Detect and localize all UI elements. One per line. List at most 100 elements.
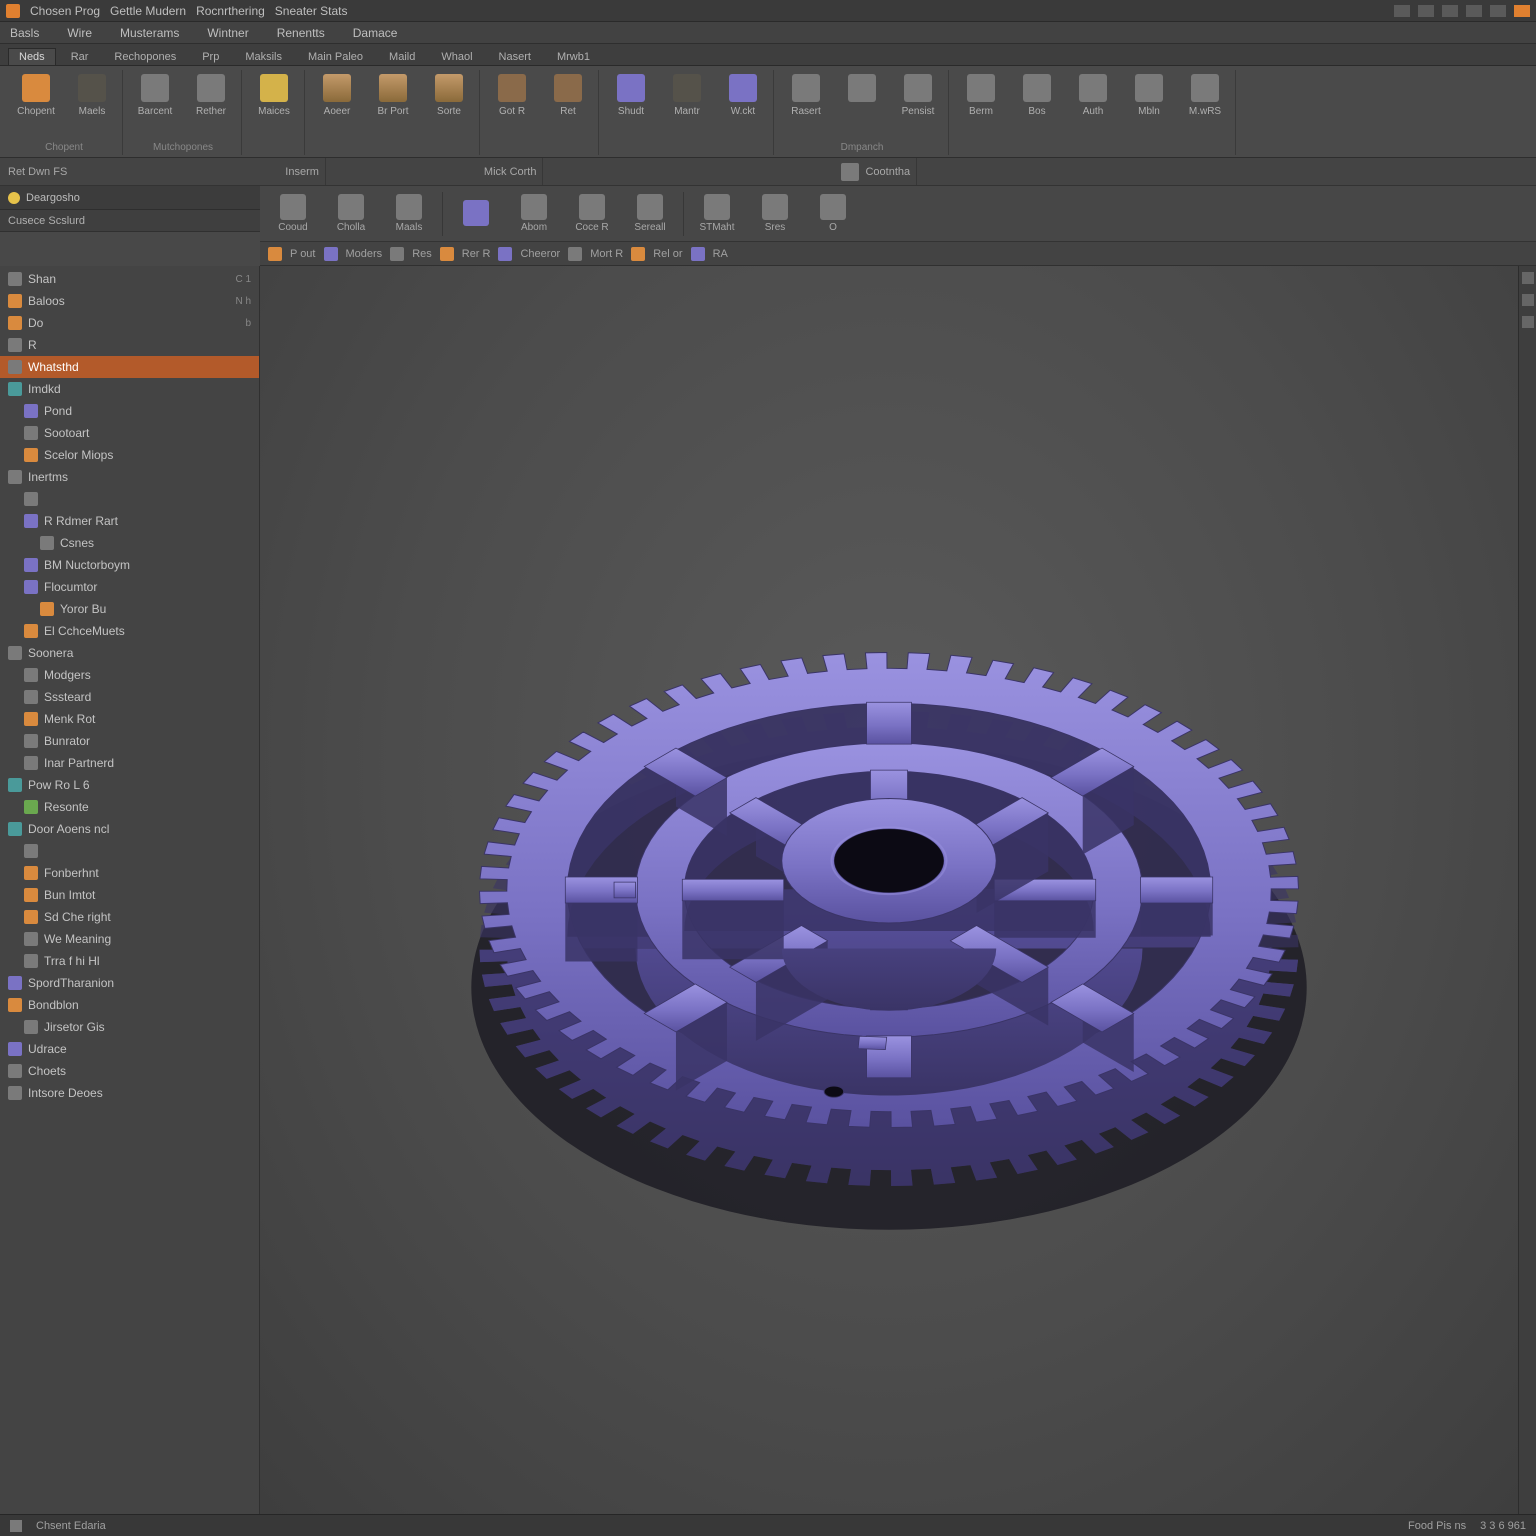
ribbon-button[interactable]: Bos: [1013, 74, 1061, 117]
sys-icon[interactable]: [1418, 5, 1434, 17]
mini-item[interactable]: Rel or: [653, 248, 682, 260]
ribbon-button[interactable]: Auth: [1069, 74, 1117, 117]
tree-node[interactable]: Whatsthd: [0, 356, 259, 378]
ribbon-button[interactable]: Rasert: [782, 74, 830, 117]
close-icon[interactable]: [1514, 5, 1530, 17]
tree-node[interactable]: Dob: [0, 312, 259, 334]
ribbon-tab[interactable]: Rechopones: [103, 48, 187, 65]
tree-node[interactable]: Sootoart: [0, 422, 259, 444]
tree-node[interactable]: Sd Che right: [0, 906, 259, 928]
mini-item[interactable]: Cheeror: [520, 248, 560, 260]
mini-item[interactable]: Moders: [346, 248, 383, 260]
ribbon-tab[interactable]: Maksils: [234, 48, 293, 65]
ribbon-button[interactable]: Mbln: [1125, 74, 1173, 117]
mini-item[interactable]: Res: [412, 248, 432, 260]
menu-item[interactable]: Damace: [353, 26, 398, 40]
ribbon-tab[interactable]: Maild: [378, 48, 426, 65]
tree-node[interactable]: Modgers: [0, 664, 259, 686]
tree-node[interactable]: El CchceMuets: [0, 620, 259, 642]
ribbon-tab[interactable]: Mrwb1: [546, 48, 601, 65]
menu-item[interactable]: Renentts: [277, 26, 325, 40]
tree-node[interactable]: Bun Imtot: [0, 884, 259, 906]
ribbon-tab[interactable]: Nasert: [488, 48, 542, 65]
tree-node[interactable]: Resonte: [0, 796, 259, 818]
ribbon-button[interactable]: Maels: [68, 74, 116, 117]
ribbon-button[interactable]: Mantr: [663, 74, 711, 117]
tree-node[interactable]: We Meaning: [0, 928, 259, 950]
rail-icon[interactable]: [1522, 272, 1534, 284]
ribbon-button[interactable]: Pensist: [894, 74, 942, 117]
tree-node[interactable]: Inar Partnerd: [0, 752, 259, 774]
tree-node[interactable]: Sssteard: [0, 686, 259, 708]
tool-button[interactable]: [449, 197, 503, 231]
rail-icon[interactable]: [1522, 316, 1534, 328]
menu-item[interactable]: Wire: [67, 26, 92, 40]
sidebar-section[interactable]: Cusece Scslurd: [0, 210, 260, 232]
ribbon-tab[interactable]: Main Paleo: [297, 48, 374, 65]
sys-icon[interactable]: [1442, 5, 1458, 17]
mini-item[interactable]: RA: [713, 248, 728, 260]
tool-button[interactable]: STMaht: [690, 191, 744, 236]
ribbon-button[interactable]: Aoeer: [313, 74, 361, 117]
tree-node[interactable]: [0, 488, 259, 510]
menu-item[interactable]: Wintner: [207, 26, 248, 40]
tree-node[interactable]: BaloosN h: [0, 290, 259, 312]
tree-node[interactable]: Trra f hi Hl: [0, 950, 259, 972]
ribbon-tab[interactable]: Prp: [191, 48, 230, 65]
viewport-3d[interactable]: [260, 266, 1518, 1514]
titlebar-menu-3[interactable]: Sneater Stats: [275, 4, 348, 18]
ribbon-button[interactable]: Maices: [250, 74, 298, 117]
titlebar-menu-2[interactable]: Rocnrthering: [196, 4, 265, 18]
ribbon-tab[interactable]: Rar: [60, 48, 100, 65]
strip-seg[interactable]: Inserm: [285, 166, 319, 178]
tree-node[interactable]: Jirsetor Gis: [0, 1016, 259, 1038]
tree-node[interactable]: Door Aoens ncl: [0, 818, 259, 840]
tool-button[interactable]: Sereall: [623, 191, 677, 236]
ribbon-button[interactable]: M.wRS: [1181, 74, 1229, 117]
minimize-icon[interactable]: [1466, 5, 1482, 17]
tree-node[interactable]: ShanC 1: [0, 268, 259, 290]
tree-node[interactable]: Bondblon: [0, 994, 259, 1016]
maximize-icon[interactable]: [1490, 5, 1506, 17]
ribbon-button[interactable]: Rether: [187, 74, 235, 117]
menu-item[interactable]: Basls: [10, 26, 39, 40]
rail-icon[interactable]: [1522, 294, 1534, 306]
tool-button[interactable]: Coce R: [565, 191, 619, 236]
tree-node[interactable]: Scelor Miops: [0, 444, 259, 466]
tree-node[interactable]: Imdkd: [0, 378, 259, 400]
tree-node[interactable]: Soonera: [0, 642, 259, 664]
tree-node[interactable]: Yoror Bu: [0, 598, 259, 620]
tool-button[interactable]: Cooud: [266, 191, 320, 236]
tool-button[interactable]: Maals: [382, 191, 436, 236]
tree-node[interactable]: Intsore Deoes: [0, 1082, 259, 1104]
tool-button[interactable]: O: [806, 191, 860, 236]
ribbon-button[interactable]: W.ckt: [719, 74, 767, 117]
tree-node[interactable]: Pow Ro L 6: [0, 774, 259, 796]
ribbon-button[interactable]: Ret: [544, 74, 592, 117]
tool-button[interactable]: Cholla: [324, 191, 378, 236]
titlebar-menu-0[interactable]: Chosen Prog: [30, 4, 100, 18]
ribbon-button[interactable]: Sorte: [425, 74, 473, 117]
ribbon-button[interactable]: [838, 74, 886, 106]
mini-item[interactable]: P out: [290, 248, 316, 260]
ribbon-tab[interactable]: Neds: [8, 48, 56, 65]
strip-seg[interactable]: Cootntha: [865, 166, 910, 178]
ribbon-button[interactable]: Berm: [957, 74, 1005, 117]
tree-node[interactable]: Csnes: [0, 532, 259, 554]
titlebar-menu-1[interactable]: Gettle Mudern: [110, 4, 186, 18]
tree-node[interactable]: R Rdmer Rart: [0, 510, 259, 532]
mini-item[interactable]: Rer R: [462, 248, 491, 260]
tree-node[interactable]: Choets: [0, 1060, 259, 1082]
tree-node[interactable]: Udrace: [0, 1038, 259, 1060]
menu-item[interactable]: Musterams: [120, 26, 179, 40]
strip-seg[interactable]: Mick Corth: [484, 166, 537, 178]
tree-node[interactable]: Pond: [0, 400, 259, 422]
tree-node[interactable]: R: [0, 334, 259, 356]
tool-button[interactable]: Abom: [507, 191, 561, 236]
ribbon-button[interactable]: Br Port: [369, 74, 417, 117]
tree-node[interactable]: BM Nuctorboym: [0, 554, 259, 576]
sys-icon[interactable]: [1394, 5, 1410, 17]
ribbon-button[interactable]: Shudt: [607, 74, 655, 117]
tree-node[interactable]: Menk Rot: [0, 708, 259, 730]
tree-node[interactable]: Inertms: [0, 466, 259, 488]
